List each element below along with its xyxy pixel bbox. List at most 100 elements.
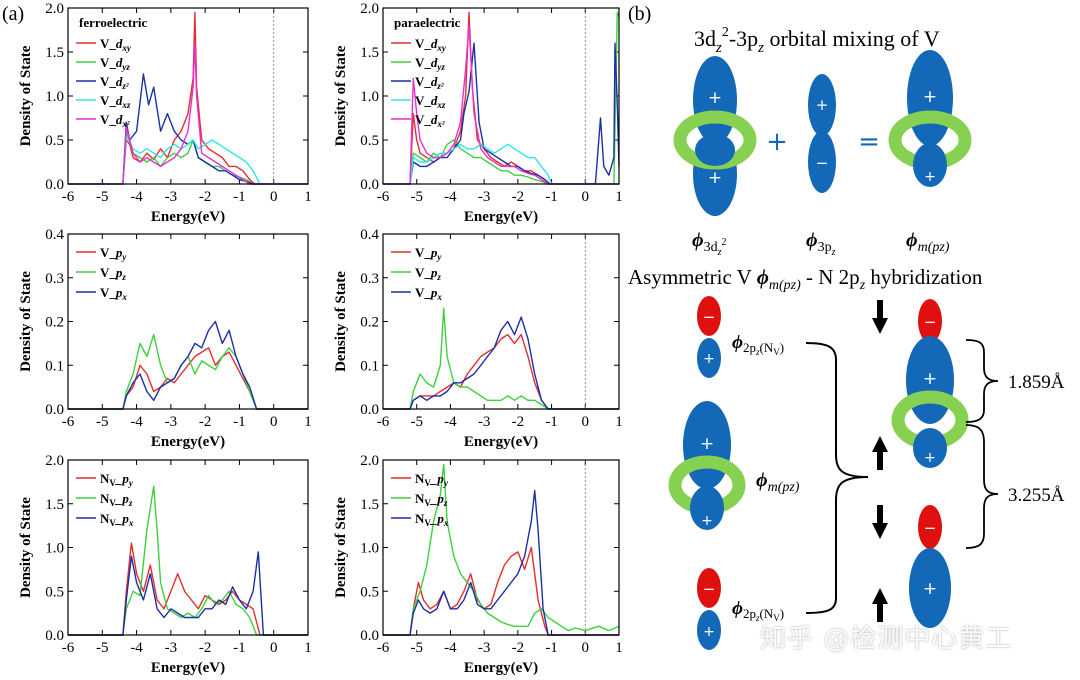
orbital-lobe-red	[918, 299, 942, 343]
x-tick-label: -1	[545, 189, 558, 205]
dos-chart-1: -6 -5 -4 -3 -2 -1 0 1 0.0 0.5 1.0 1.5 2.0 Energy(eV) D…	[18, 1, 312, 225]
orbital-lobe-red	[918, 505, 942, 549]
orbital-mpz-left: + +	[668, 401, 746, 530]
arrow-down-icon	[872, 505, 888, 539]
legend-entry: V_dx²	[415, 112, 445, 129]
x-tick-label: -4	[130, 640, 143, 656]
legend-entry: V_dz²	[415, 74, 444, 91]
equals-operator: =	[858, 127, 880, 157]
x-tick-label: -6	[377, 414, 390, 430]
y-tick-label: 0.0	[360, 402, 379, 418]
legend-entry: V_dxz	[100, 93, 131, 110]
series-line	[383, 463, 620, 636]
dos-chart-6: -6 -5 -4 -3 -2 -1 0 1 0.0 0.5 1.0 1.5 2.0 Energy(eV) D…	[333, 453, 623, 676]
x-tick-label: -1	[233, 189, 246, 205]
phi-label-pz: ϕ3pz	[806, 229, 836, 258]
y-tick-label: 0.4	[45, 227, 64, 243]
y-tick-label: 1.0	[360, 89, 379, 105]
orbital-lobe-red	[697, 568, 721, 608]
x-tick-label: -2	[199, 189, 212, 205]
panel-label-b: (b)	[628, 3, 651, 25]
legend-entry: V_dyz	[100, 55, 130, 72]
plus-sign: +	[923, 369, 937, 389]
series-line	[68, 73, 308, 185]
x-tick-label: -2	[512, 189, 525, 205]
legend-entry: V_dx²	[100, 112, 130, 129]
series-line	[68, 333, 308, 410]
y-tick-label: 2.0	[360, 453, 379, 469]
plot-frame	[382, 459, 620, 636]
legend-entry: V_dxz	[415, 93, 446, 110]
y-tick-label: 0.5	[360, 584, 379, 600]
orbital-lobe-blue	[697, 610, 721, 650]
plus-sign: +	[816, 96, 829, 114]
orbital-lobe-red	[697, 296, 721, 336]
y-tick-label: 0.5	[45, 584, 64, 600]
legend-entry: V_pz	[415, 265, 441, 282]
y-axis-label: Density of State	[18, 45, 34, 146]
legend-entry: V_px	[100, 285, 127, 302]
x-tick-label: -5	[96, 189, 109, 205]
x-tick-label: -4	[444, 189, 457, 205]
x-tick-label: -6	[62, 189, 75, 205]
mixing-title: 3dz2-3pz orbital mixing of V	[694, 25, 940, 56]
plot-frame	[67, 7, 309, 185]
phi-label-n2pz-bottom: ϕ2pz(NV)	[732, 598, 784, 623]
y-tick-label: 0.0	[45, 402, 64, 418]
orbital-lobe-bottom	[808, 131, 836, 193]
phi-label-mpz-left: ϕm(pz)	[756, 469, 800, 495]
plot-frame	[67, 233, 309, 410]
x-tick-label: -1	[545, 414, 558, 430]
x-tick-label: -3	[165, 640, 178, 656]
x-tick-label: 0	[270, 640, 278, 656]
arrow-up-icon	[872, 588, 888, 622]
x-tick-label: -2	[512, 640, 525, 656]
series-line	[68, 485, 308, 636]
panel-subtitle: paraelectric	[394, 15, 461, 30]
y-axis-label: Density of State	[333, 271, 349, 372]
dos-chart-3: -6 -5 -4 -3 -2 -1 0 1 0.0 0.1 0.2 0.3 0.4 Energy(eV) D…	[18, 227, 312, 450]
x-tick-label: -3	[478, 189, 491, 205]
arrow-up-icon	[872, 436, 888, 470]
watermark: 知乎 @检测中心黄工	[760, 624, 1013, 654]
x-tick-label: -4	[130, 414, 143, 430]
x-tick-label: -6	[377, 189, 390, 205]
phi-label-dz2: ϕ3dz2	[692, 229, 726, 258]
legend-entry: V_py	[415, 245, 442, 262]
x-tick-label: 0	[582, 414, 590, 430]
hybridization-title: Asymmetric V ϕm(pz) - N 2pz hybridizatio…	[628, 265, 983, 293]
legend-entry: V_dz²	[100, 74, 129, 91]
x-axis-label: Energy(eV)	[464, 209, 538, 225]
distance-brace-2	[965, 424, 999, 549]
y-tick-label: 0.1	[45, 358, 64, 374]
plus-sign: +	[924, 450, 936, 466]
y-tick-label: 0.1	[360, 358, 379, 374]
y-tick-label: 0.3	[45, 271, 64, 287]
series-line	[383, 24, 619, 185]
distance-label-1: 1.859Å	[1008, 372, 1065, 393]
series-line	[383, 307, 619, 410]
legend-entry: V_px	[415, 285, 442, 302]
x-tick-label: -2	[199, 640, 212, 656]
dos-charts: -6 -5 -4 -3 -2 -1 0 1 0.0 0.5 1.0 1.5 2.0 Energy(eV) D…	[18, 1, 623, 676]
orbital-lobe-bottom	[913, 428, 947, 468]
y-tick-label: 1.5	[45, 45, 64, 61]
minus-sign: −	[924, 519, 937, 537]
plus-operator: +	[766, 127, 788, 157]
x-tick-label: -6	[377, 640, 390, 656]
y-tick-label: 2.0	[45, 453, 64, 469]
y-tick-label: 0.0	[45, 628, 64, 644]
orbital-lobe-blue	[697, 338, 721, 378]
y-tick-label: 0.4	[360, 227, 379, 243]
phi-label-n2pz-top: ϕ2pz(NV)	[732, 332, 784, 357]
y-tick-label: 0.2	[45, 315, 64, 331]
series-line	[383, 42, 620, 185]
y-tick-label: 2.0	[360, 1, 379, 17]
series-line	[68, 542, 308, 636]
legend-entry: NV_py	[100, 471, 134, 488]
orbital-dz2: + +	[673, 56, 757, 216]
x-tick-label: -4	[444, 414, 457, 430]
x-tick-label: 0	[270, 414, 278, 430]
distance-brace-1	[965, 339, 999, 423]
orbital-diagram: 3dz2-3pz orbital mixing of V + + + + − =…	[628, 25, 1065, 650]
